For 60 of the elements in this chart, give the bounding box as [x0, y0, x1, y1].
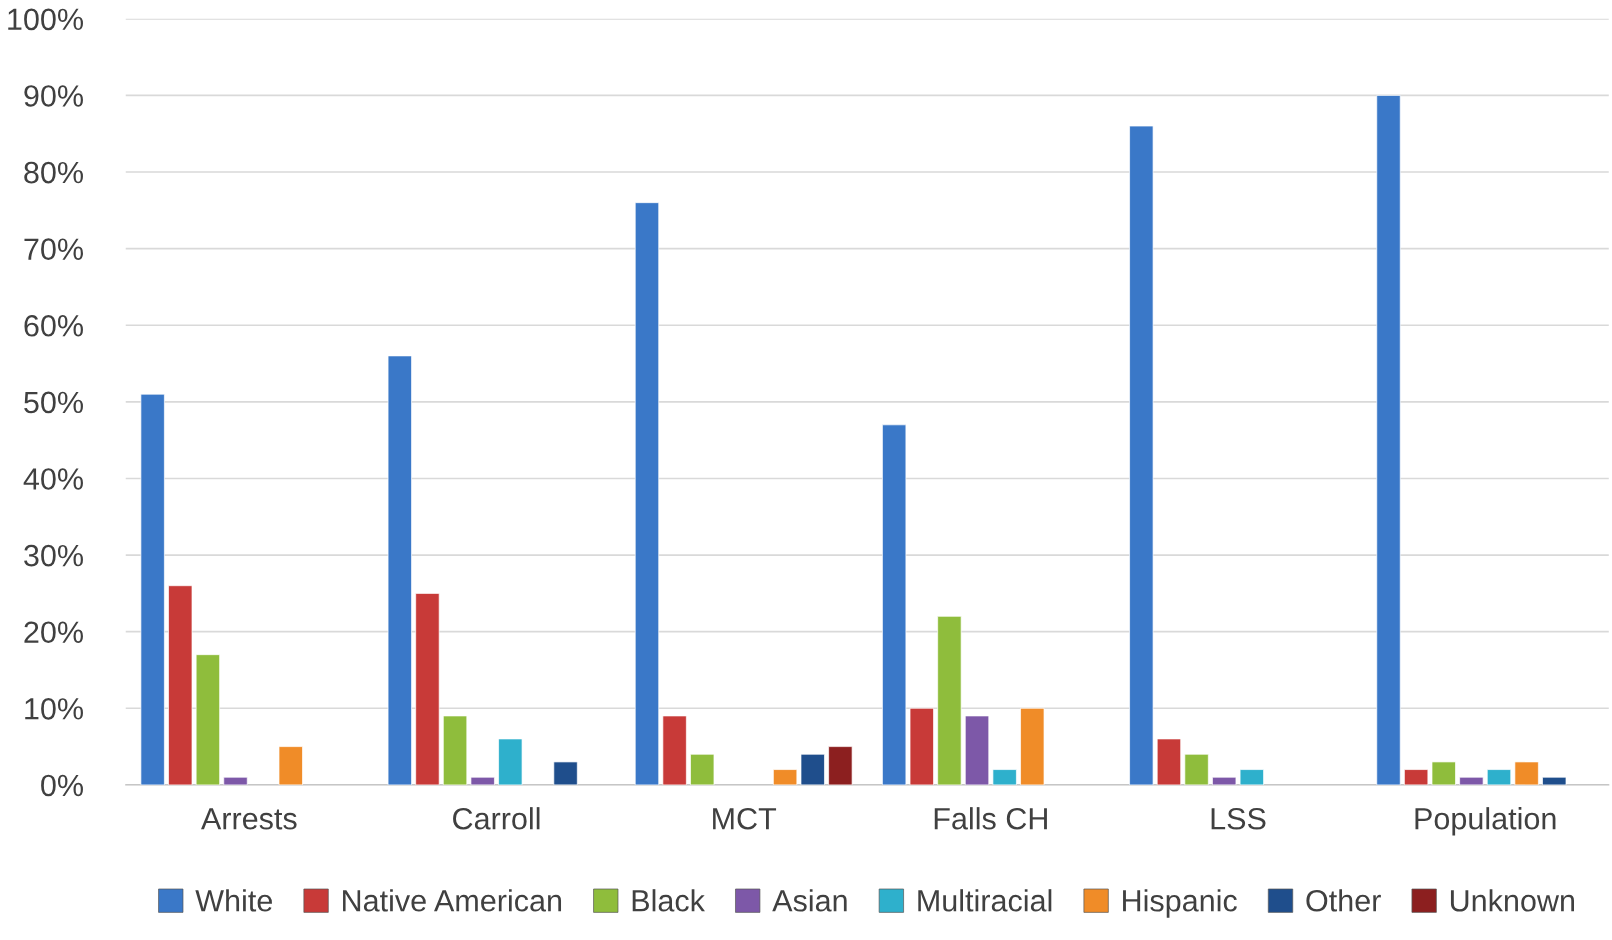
bar: [442, 715, 468, 785]
x-tick-label: Falls CH: [934, 807, 1047, 830]
legend-label: Multiracial: [918, 889, 1052, 912]
bar: [553, 761, 578, 785]
y-tick-label: 60%: [24, 314, 83, 337]
bar: [937, 616, 962, 785]
legend-label: Asian: [772, 889, 847, 912]
bar: [690, 753, 715, 785]
bar: [470, 776, 495, 785]
bar: [278, 746, 303, 785]
legend-label: White: [195, 889, 272, 912]
bar: [1542, 776, 1567, 785]
bar: [964, 715, 990, 785]
y-tick-label: 80%: [24, 161, 83, 184]
x-tick-label: LSS: [1211, 807, 1266, 830]
bar: [168, 585, 193, 785]
bar: [387, 355, 412, 785]
bar: [1376, 95, 1401, 785]
y-tick-label: 20%: [24, 621, 83, 644]
bar: [634, 202, 660, 785]
y-tick-label: 100%: [8, 8, 83, 31]
legend-label: Unknown: [1450, 889, 1574, 912]
legend-label: Native American: [343, 889, 562, 912]
y-tick-label: 50%: [24, 391, 83, 414]
x-tick-label: MCT: [713, 807, 777, 830]
legend-label: Hispanic: [1123, 889, 1237, 918]
bar: [1459, 776, 1484, 785]
bar: [1184, 753, 1209, 785]
bar: [882, 424, 907, 785]
bar: [140, 393, 165, 785]
bar: [223, 776, 248, 785]
x-tick-label: Carroll: [453, 807, 540, 830]
bar: [195, 654, 220, 785]
bar: [800, 753, 825, 785]
bar: [992, 769, 1017, 785]
bar: [1239, 769, 1264, 785]
bar: [1431, 761, 1456, 785]
x-tick-label: Population: [1415, 807, 1556, 836]
bar: [1020, 707, 1045, 785]
x-tick-label: Arrests: [201, 808, 297, 830]
bar: [1514, 761, 1539, 785]
bar: [662, 715, 687, 785]
y-tick-label: 30%: [24, 544, 83, 567]
bar: [1156, 738, 1182, 785]
bar: [1486, 769, 1512, 785]
y-tick-label: 10%: [25, 698, 83, 720]
legend-label: Other: [1306, 889, 1381, 912]
y-tick-label: 40%: [23, 468, 83, 490]
bar: [1212, 776, 1237, 785]
bar: [909, 707, 934, 785]
bar: [498, 738, 523, 785]
bar: [773, 769, 798, 785]
y-tick-label: 70%: [24, 238, 83, 260]
y-tick-label: 0%: [41, 774, 83, 797]
bar: [415, 593, 440, 785]
y-tick-label: 90%: [24, 85, 83, 107]
bar: [828, 746, 853, 785]
legend-label: Black: [632, 889, 705, 912]
bar: [1404, 769, 1429, 785]
bar: [1129, 125, 1154, 785]
